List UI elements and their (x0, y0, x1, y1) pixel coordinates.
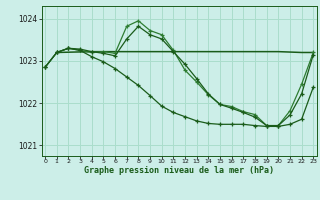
X-axis label: Graphe pression niveau de la mer (hPa): Graphe pression niveau de la mer (hPa) (84, 166, 274, 175)
